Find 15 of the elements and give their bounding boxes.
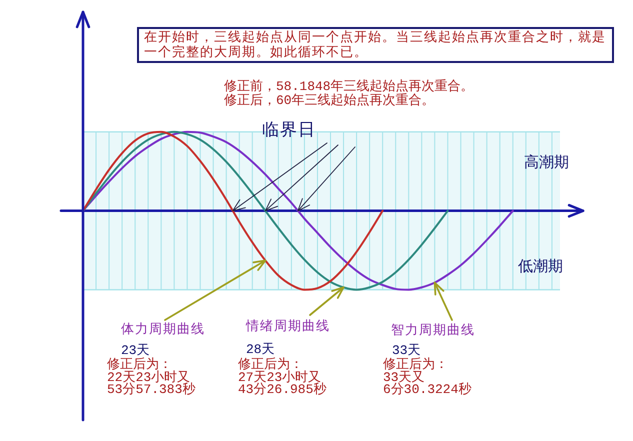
text: 在开始时，三线起始点从同一个点开始。当三线起始点再次重合之时，就是一个完整的大周期。如此循环不已。 (137, 27, 614, 63)
text: 28天 (246, 342, 275, 357)
text: 修正后，60年三线起始点再次重合。 (224, 93, 435, 108)
band-label: 高潮期 (524, 152, 569, 171)
text: 智力周期曲线 (391, 323, 475, 338)
text: 修正后为： 22天23小时又 53分57.383秒 (107, 357, 196, 397)
text: 23天 (121, 343, 150, 358)
text: 体力周期曲线 (121, 322, 205, 337)
text: 修正后为： 33天又 6分30.3224秒 (383, 357, 472, 397)
text: 33天 (392, 343, 421, 358)
text: 修正前，58.1848年三线起始点再次重合。 (224, 79, 474, 94)
text: 情绪周期曲线 (246, 319, 330, 334)
annotation: 临界日 (262, 120, 316, 141)
text: 修正后为： 27天23小时又 43分26.985秒 (238, 357, 326, 397)
band-label: 低潮期 (518, 257, 563, 276)
